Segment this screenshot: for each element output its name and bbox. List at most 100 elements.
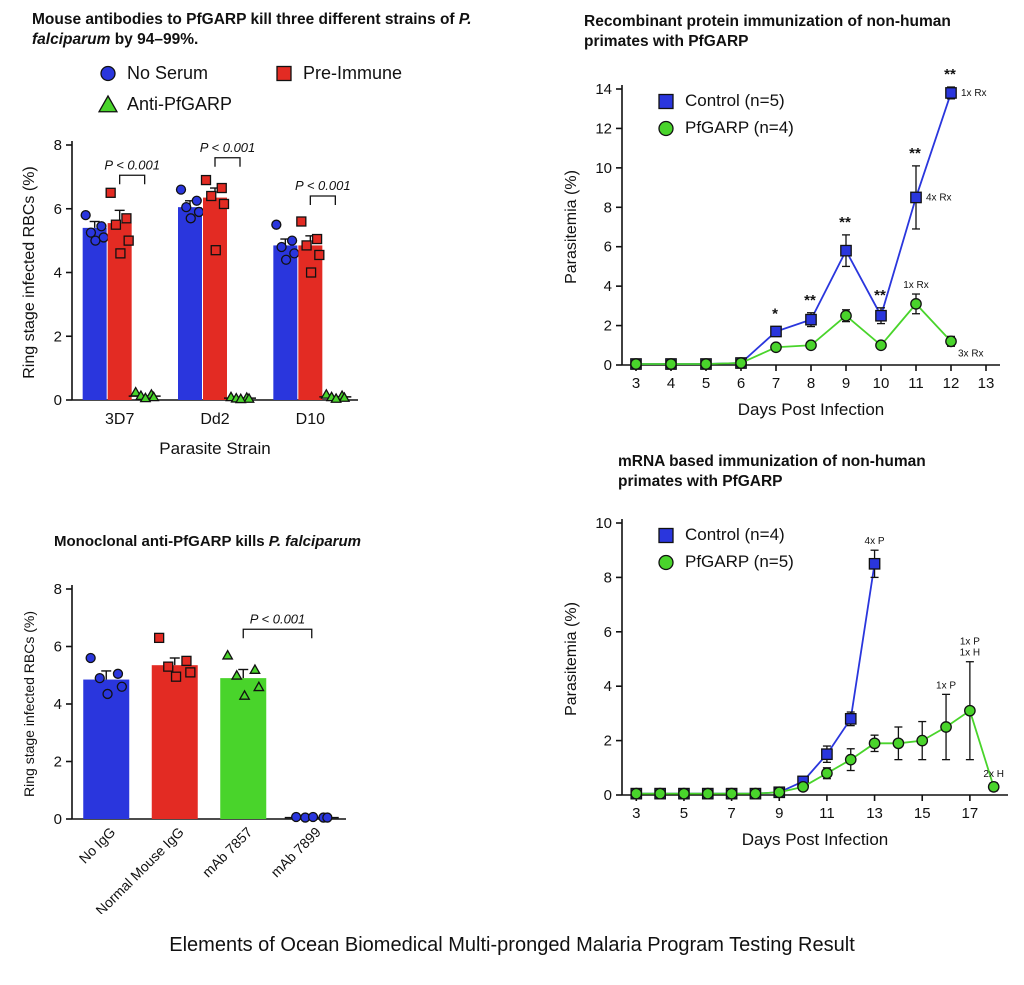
svg-text:4: 4 (604, 278, 612, 295)
legend: Control (n=5) PfGARP (n=4) (656, 91, 794, 138)
square-marker-icon (656, 91, 676, 111)
svg-text:Ring stage infected RBCs (%): Ring stage infected RBCs (%) (21, 166, 38, 379)
title-text: by 94–99%. (110, 31, 199, 49)
svg-text:4x P: 4x P (865, 536, 885, 547)
svg-text:11: 11 (819, 805, 835, 822)
svg-text:8: 8 (604, 569, 612, 586)
svg-text:7: 7 (772, 375, 780, 392)
svg-text:4: 4 (604, 678, 612, 695)
svg-text:**: ** (804, 292, 816, 309)
circle-marker-icon (98, 63, 118, 83)
svg-text:12: 12 (595, 120, 612, 137)
svg-text:2: 2 (604, 733, 612, 750)
svg-text:1x P: 1x P (960, 637, 980, 648)
svg-text:11: 11 (908, 375, 924, 392)
svg-text:5: 5 (702, 375, 710, 392)
svg-text:14: 14 (595, 81, 612, 98)
svg-text:P < 0.001: P < 0.001 (104, 157, 160, 172)
svg-text:Days Post Infection: Days Post Infection (742, 830, 888, 849)
panel-monoclonal-bar-chart: Monoclonal anti-PfGARP kills P. falcipar… (18, 532, 438, 919)
chart-area: 0 2 4 6 8 10 Parasitemia (%) 3 5 7 9 11 13 15 17 Days P… (558, 501, 1024, 858)
svg-text:8: 8 (54, 137, 62, 154)
svg-text:**: ** (909, 145, 921, 162)
legend: Control (n=4) PfGARP (n=5) (656, 525, 794, 572)
svg-text:Parasitemia (%): Parasitemia (%) (563, 602, 580, 716)
legend-item-pre-immune: Pre-Immune (274, 63, 402, 84)
panel-mouse-antibody-bar-chart: Mouse antibodies to PfGARP kill three di… (18, 6, 498, 467)
panel-title: mRNA based immunization of non-human pri… (618, 453, 926, 491)
chart-area: 0 2 4 6 8 10 12 14 Parasitemia (%) 3 4 5 6 7 8 9 10 11 12 1… (558, 61, 1024, 428)
svg-text:9: 9 (775, 805, 783, 822)
svg-text:2: 2 (54, 753, 62, 770)
svg-text:15: 15 (914, 805, 931, 822)
svg-text:8: 8 (54, 581, 62, 598)
svg-text:P < 0.001: P < 0.001 (250, 611, 306, 626)
svg-text:**: ** (839, 214, 851, 231)
svg-text:D10: D10 (296, 411, 325, 428)
svg-text:**: ** (944, 66, 956, 83)
svg-text:Days Post Infection: Days Post Infection (738, 400, 884, 419)
svg-text:17: 17 (962, 805, 979, 822)
svg-text:5: 5 (680, 805, 688, 822)
legend-item-anti-pfgarp: Anti-PfGARP (98, 94, 232, 115)
svg-text:1x P: 1x P (936, 680, 956, 691)
svg-text:10: 10 (595, 515, 612, 532)
svg-text:mAb 7857: mAb 7857 (199, 823, 256, 880)
bar-chart-mouse-antibodies: 0 2 4 6 8 Ring stage infected RBCs (%) 3D7 Dd2 D… (21, 137, 358, 458)
svg-text:8: 8 (604, 199, 612, 216)
svg-text:*: * (772, 305, 778, 322)
svg-text:1x H: 1x H (960, 648, 981, 659)
svg-text:3D7: 3D7 (105, 411, 134, 428)
chart-area: 0 2 4 6 8 Ring stage infected RBCs (%) 3D7 Dd2 D… (18, 127, 498, 467)
square-marker-icon (656, 525, 676, 545)
svg-text:4: 4 (667, 375, 675, 392)
svg-text:8: 8 (807, 375, 815, 392)
panel-mrna-line-chart: mRNA based immunization of non-human pri… (558, 452, 1024, 858)
svg-text:6: 6 (604, 239, 612, 256)
legend-label: PfGARP (n=4) (685, 117, 794, 137)
svg-text:mAb 7899: mAb 7899 (267, 823, 324, 880)
svg-text:3x Rx: 3x Rx (958, 348, 984, 359)
svg-text:10: 10 (873, 375, 890, 392)
svg-text:10: 10 (595, 160, 612, 177)
legend-label: Control (n=4) (685, 524, 785, 544)
circle-marker-icon (656, 552, 676, 572)
svg-text:No IgG: No IgG (76, 824, 119, 867)
panel-title: Mouse antibodies to PfGARP kill three di… (32, 10, 484, 51)
legend-item-pfgarp: PfGARP (n=4) (656, 118, 794, 138)
circle-marker-icon (656, 118, 676, 138)
species-name-italic: P. falciparum (268, 533, 362, 550)
svg-text:9: 9 (842, 375, 850, 392)
legend-item-no-serum: No Serum (98, 63, 232, 84)
svg-text:1x Rx: 1x Rx (961, 88, 987, 99)
figure-caption: Elements of Ocean Biomedical Multi-prong… (169, 934, 855, 956)
svg-text:12: 12 (943, 375, 960, 392)
svg-text:P < 0.001: P < 0.001 (295, 178, 351, 193)
title-text: Mouse antibodies to PfGARP kill three di… (32, 11, 459, 28)
svg-text:P < 0.001: P < 0.001 (200, 140, 256, 155)
svg-text:6: 6 (54, 201, 62, 218)
panel-title: Monoclonal anti-PfGARP kills P. falcipar… (54, 532, 434, 552)
square-marker-icon (274, 63, 294, 83)
svg-text:6: 6 (604, 624, 612, 641)
chart-area: 0 2 4 6 8 Ring stage infected RBCs (%) No IgG N… (18, 564, 438, 919)
svg-text:6: 6 (54, 638, 62, 655)
svg-text:**: ** (874, 287, 886, 304)
legend-label: Control (n=5) (685, 90, 785, 110)
panel-title: Recombinant protein immunization of non-… (584, 13, 951, 51)
svg-text:0: 0 (54, 811, 62, 828)
title-text: Monoclonal anti-PfGARP kills (54, 533, 269, 550)
svg-text:4: 4 (54, 696, 62, 713)
legend-label: Pre-Immune (303, 62, 403, 83)
line-chart-recombinant-protein: 0 2 4 6 8 10 12 14 Parasitemia (%) 3 4 5 6 7 8 9 10 11 12 1… (563, 66, 1000, 419)
svg-text:Parasite Strain: Parasite Strain (159, 439, 271, 458)
svg-text:0: 0 (54, 392, 62, 409)
legend-item-control: Control (n=4) (656, 525, 794, 545)
species-name-italic: P. falciparum (32, 11, 472, 49)
legend-label: No Serum (127, 62, 209, 83)
svg-text:Dd2: Dd2 (200, 411, 229, 428)
svg-text:13: 13 (866, 805, 883, 822)
svg-text:4x Rx: 4x Rx (926, 192, 952, 203)
legend-item-pfgarp: PfGARP (n=5) (656, 552, 794, 572)
